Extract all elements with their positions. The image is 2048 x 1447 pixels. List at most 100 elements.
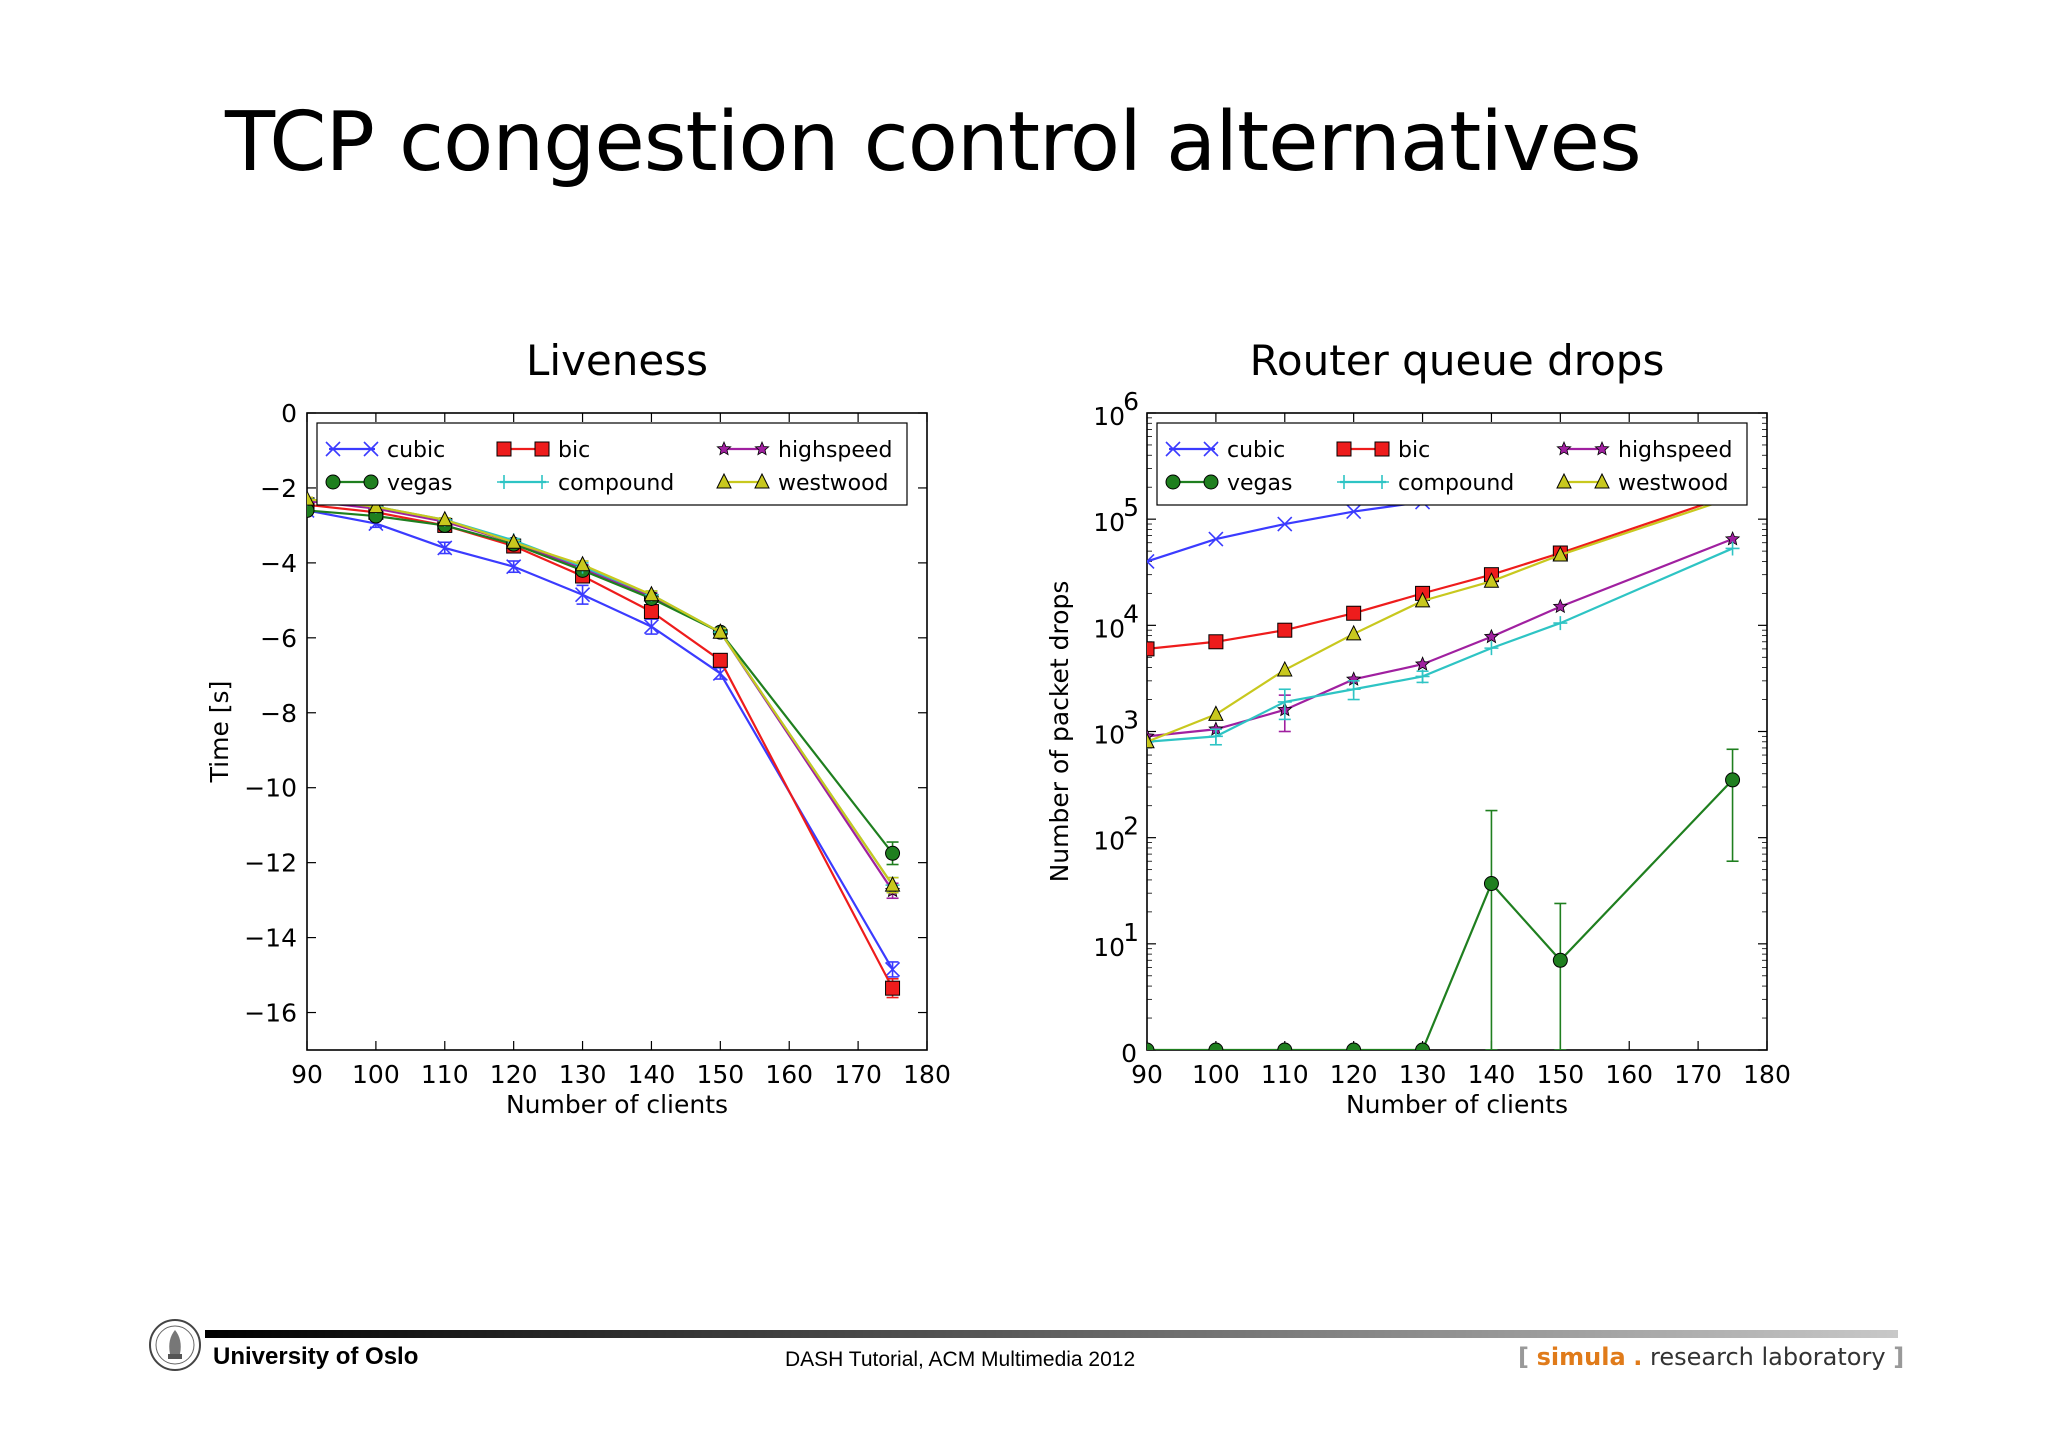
legend-marker-bic: [1374, 441, 1390, 457]
data-point-bic: [1346, 605, 1362, 621]
data-point-cubic: [1208, 531, 1224, 547]
data-point-cubic: [1346, 503, 1362, 520]
data-point-westwood: [643, 585, 660, 602]
legend-marker-westwood: [1594, 472, 1610, 489]
data-point-westwood: [368, 497, 384, 514]
series-line-highspeed: [307, 499, 894, 892]
x-axis-label: Number of clients: [1346, 1090, 1568, 1119]
x-tick-label: 160: [765, 1060, 813, 1089]
legend-label-cubic: cubic: [1227, 438, 1285, 463]
data-point-vegas: [1483, 876, 1499, 892]
series-cubic: [307, 502, 901, 978]
plot-frame: [306, 412, 928, 1051]
y-tick-label: −6: [260, 624, 297, 653]
simula-brand: simula: [1536, 1343, 1626, 1371]
x-tick-label: 110: [421, 1060, 469, 1089]
legend-marker-vegas: [363, 474, 379, 490]
data-point-cubic: [884, 961, 901, 978]
x-tick-label: 180: [903, 1060, 951, 1089]
series-line-bic: [307, 503, 894, 989]
university-seal-logo: [149, 1319, 201, 1371]
data-point-compound: [1208, 729, 1223, 744]
data-point-compound: [1346, 682, 1361, 697]
series-highspeed: [1147, 530, 1741, 743]
x-tick-label: 160: [1605, 1060, 1653, 1089]
y-tick-label: 0: [1121, 1039, 1137, 1068]
series-westwood: [307, 490, 901, 894]
data-point-bic: [712, 652, 728, 668]
x-axis-label: Number of clients: [506, 1090, 728, 1119]
x-tick-label: 140: [1468, 1060, 1516, 1089]
data-point-highspeed: [1483, 628, 1500, 644]
liveness-chart-svg: Liveness 90 100 110 120 130 140 150 160 170 180 0 −2…: [205, 336, 951, 1119]
x-tick-label: 90: [291, 1060, 323, 1089]
data-point-westwood: [574, 555, 591, 572]
legend-marker-vegas: [1203, 474, 1219, 490]
legend-label-compound: compound: [558, 471, 674, 496]
legend-marker-bic: [496, 441, 512, 457]
y-tick-label: −14: [244, 924, 297, 953]
series-compound: [1147, 541, 1740, 749]
legend-label-vegas: vegas: [387, 471, 452, 496]
footer-divider: [205, 1330, 1898, 1338]
y-tick-label-exponent: 5: [1123, 493, 1139, 522]
legend-marker-cubic: [1165, 441, 1181, 457]
y-tick-label: −10: [244, 774, 297, 803]
y-tick-label-exponent: 4: [1123, 599, 1139, 628]
data-point-cubic: [643, 619, 660, 635]
x-tick-label: 150: [696, 1060, 744, 1089]
legend-marker-bic: [1336, 441, 1352, 457]
plot-frame: [1146, 412, 1768, 1051]
legend-label-westwood: westwood: [778, 471, 889, 496]
data-point-westwood: [1552, 545, 1569, 562]
data-point-westwood: [1414, 591, 1431, 608]
legend-marker-compound: [1337, 475, 1351, 489]
data-point-vegas: [1346, 1042, 1362, 1050]
legend: cubic bic highspeed vegas compound westwood: [316, 422, 908, 506]
data-point-vegas: [1552, 952, 1568, 968]
legend-label-highspeed: highspeed: [778, 438, 892, 463]
data-point-vegas: [1208, 1042, 1224, 1050]
x-tick-label: 100: [352, 1060, 400, 1089]
data-point-highspeed: [1552, 598, 1569, 614]
x-tick-label: 130: [1399, 1060, 1447, 1089]
data-point-westwood: [1483, 572, 1500, 588]
data-point-cubic: [506, 559, 522, 575]
series-line-cubic: [307, 509, 894, 970]
data-point-compound: [1484, 641, 1499, 656]
legend-box: [1156, 422, 1748, 506]
legend-label-westwood: westwood: [1618, 471, 1729, 496]
series-line-highspeed: [1147, 538, 1733, 738]
series-line-westwood: [307, 498, 894, 886]
legend-marker-compound: [1375, 475, 1389, 489]
legend: cubic bic highspeed vegas compound westwood: [1156, 422, 1748, 506]
x-tick-label: 120: [1330, 1060, 1378, 1089]
legend-label-highspeed: highspeed: [1618, 438, 1732, 463]
x-tick-label: 150: [1536, 1060, 1584, 1089]
series-line-vegas: [307, 509, 894, 854]
legend-marker-cubic: [325, 441, 341, 457]
legend-label-bic: bic: [1398, 438, 1430, 463]
legend-label-cubic: cubic: [387, 438, 445, 463]
legend-marker-westwood: [754, 472, 770, 489]
legend-label-bic: bic: [558, 438, 590, 463]
legend-marker-cubic: [1203, 441, 1219, 457]
y-tick-label: 10: [1093, 933, 1125, 962]
legend-marker-highspeed: [716, 440, 732, 456]
series-line-compound: [1147, 547, 1733, 743]
data-point-vegas: [1415, 1042, 1431, 1050]
series-vegas: [1147, 748, 1741, 1050]
y-tick-label-exponent: 6: [1123, 387, 1139, 416]
data-point-vegas: [1147, 1042, 1155, 1050]
y-tick-label: 10: [1093, 827, 1125, 856]
x-tick-label: 170: [834, 1060, 882, 1089]
data-point-bic: [885, 980, 901, 996]
data-point-vegas: [307, 502, 315, 518]
data-point-vegas: [885, 845, 901, 861]
y-axis-label: Number of packet drops: [1045, 581, 1074, 883]
data-point-westwood: [436, 510, 453, 527]
simula-dot: .: [1633, 1343, 1643, 1371]
y-tick-label: −12: [244, 849, 297, 878]
simula-logo: [ simula . research laboratory ]: [1518, 1343, 1904, 1371]
